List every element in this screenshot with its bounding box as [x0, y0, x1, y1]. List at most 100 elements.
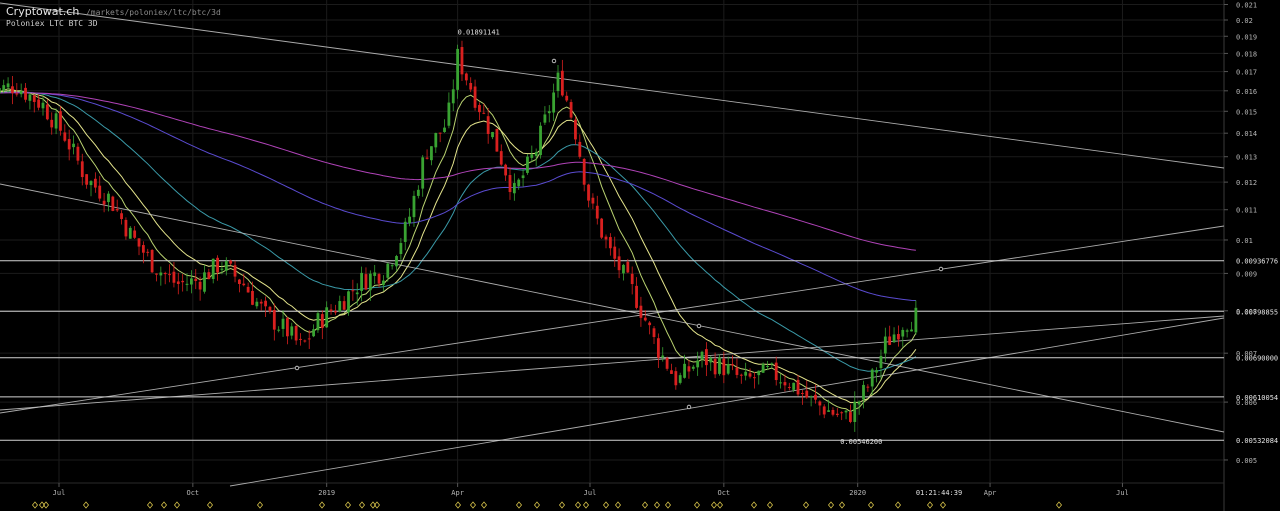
candle-down	[840, 412, 844, 414]
candle-down	[194, 278, 198, 281]
candle-up	[224, 261, 228, 271]
candle-down	[246, 286, 250, 293]
candle-up	[0, 88, 1, 94]
event-marker-icon	[344, 501, 352, 509]
y-tick-label: 0.011	[1236, 207, 1257, 215]
level-label-bg	[1229, 306, 1280, 317]
x-tick-label: 2020	[849, 489, 866, 497]
candle-up	[870, 369, 874, 387]
level-label-bg	[1229, 391, 1280, 402]
candle-up	[779, 382, 782, 384]
event-marker-icon	[206, 501, 214, 509]
candle-up	[189, 278, 193, 285]
y-tick-label: 0.007	[1236, 350, 1257, 358]
candle-up	[910, 329, 913, 332]
candle-down	[24, 87, 27, 100]
event-marker-icon	[602, 501, 610, 509]
x-axis: Jul Oct 2019 Apr Jul Oct 2020 Apr Jul 01:21:44:39	[53, 483, 1129, 497]
candle-down	[150, 249, 154, 273]
candle-down	[334, 311, 337, 313]
event-marker-icon	[1055, 501, 1063, 509]
event-marker-icon	[939, 501, 947, 509]
candle-down	[626, 261, 630, 273]
ema-300-line	[0, 92, 916, 251]
candle-down	[595, 205, 599, 219]
candle-down	[76, 146, 80, 161]
candle-down	[504, 164, 508, 176]
candle-up	[443, 127, 446, 132]
event-marker-icon	[693, 501, 701, 509]
candle-down	[582, 158, 586, 185]
candle-up	[89, 181, 93, 186]
candle-up	[491, 132, 494, 138]
candle-up	[2, 85, 6, 91]
price-annotations: 0.01891141 0.00546200	[458, 29, 883, 446]
x-tick-label: Apr	[451, 489, 464, 497]
candle-down	[32, 95, 36, 102]
candle-down	[617, 256, 621, 271]
candle-down	[268, 306, 272, 312]
candle-down	[168, 274, 171, 276]
event-marker-icon	[766, 501, 774, 509]
candle-up	[395, 256, 398, 267]
candle-down	[351, 290, 355, 292]
candle-up	[447, 102, 451, 126]
event-marker-icon	[38, 501, 46, 509]
candle-up	[430, 146, 433, 161]
candle-up	[281, 318, 285, 329]
candle-down	[495, 128, 499, 152]
candle-up	[360, 272, 363, 291]
trendline-anchor	[696, 323, 702, 329]
candle-up	[696, 360, 700, 368]
candle-up	[534, 151, 538, 156]
market-label: Poloniex LTC BTC 3D	[6, 19, 98, 28]
candle-up	[203, 272, 206, 292]
candle-up	[451, 89, 455, 104]
candle-up	[678, 375, 682, 383]
candle-up	[691, 366, 695, 369]
candle-up	[6, 83, 10, 88]
candle-down	[508, 175, 512, 193]
candle-up	[709, 357, 713, 363]
candle-up	[19, 90, 23, 95]
event-marker-icon	[373, 501, 381, 509]
candle-down	[120, 213, 123, 220]
x-tick-label: Oct	[718, 489, 731, 497]
candle-down	[482, 112, 486, 114]
trendline	[0, 2, 1225, 169]
candle-up	[744, 371, 748, 376]
y-tick-label: 0.006	[1236, 399, 1257, 407]
site-name[interactable]: Cryptowat.ch	[6, 5, 80, 18]
candle-down	[687, 366, 691, 372]
candle-down	[80, 161, 84, 178]
candle-down	[587, 184, 590, 201]
candle-down	[866, 386, 870, 388]
candle-down	[486, 116, 490, 134]
candle-down	[713, 358, 717, 375]
y-tick-label: 0.015	[1236, 108, 1257, 116]
event-marker-icon	[358, 501, 366, 509]
candle-down	[216, 257, 219, 273]
candle-up	[521, 175, 525, 179]
candle-down	[630, 273, 634, 285]
candle-up	[185, 283, 189, 285]
candle-up	[338, 301, 342, 312]
candle-down	[574, 119, 577, 140]
candle-up	[408, 216, 412, 224]
candle-up	[347, 291, 350, 313]
event-marker-icon	[802, 501, 810, 509]
candle-up	[382, 280, 385, 286]
candle-up	[107, 193, 110, 203]
candle-down	[814, 394, 817, 400]
candle-up	[41, 102, 45, 109]
candle-down	[15, 93, 19, 95]
candle-up	[726, 364, 730, 374]
candle-down	[801, 392, 804, 394]
candle-down	[613, 246, 617, 259]
candle-up	[761, 363, 765, 373]
candle-up	[879, 355, 883, 369]
candle-up	[312, 329, 315, 337]
candle-down	[207, 272, 211, 280]
